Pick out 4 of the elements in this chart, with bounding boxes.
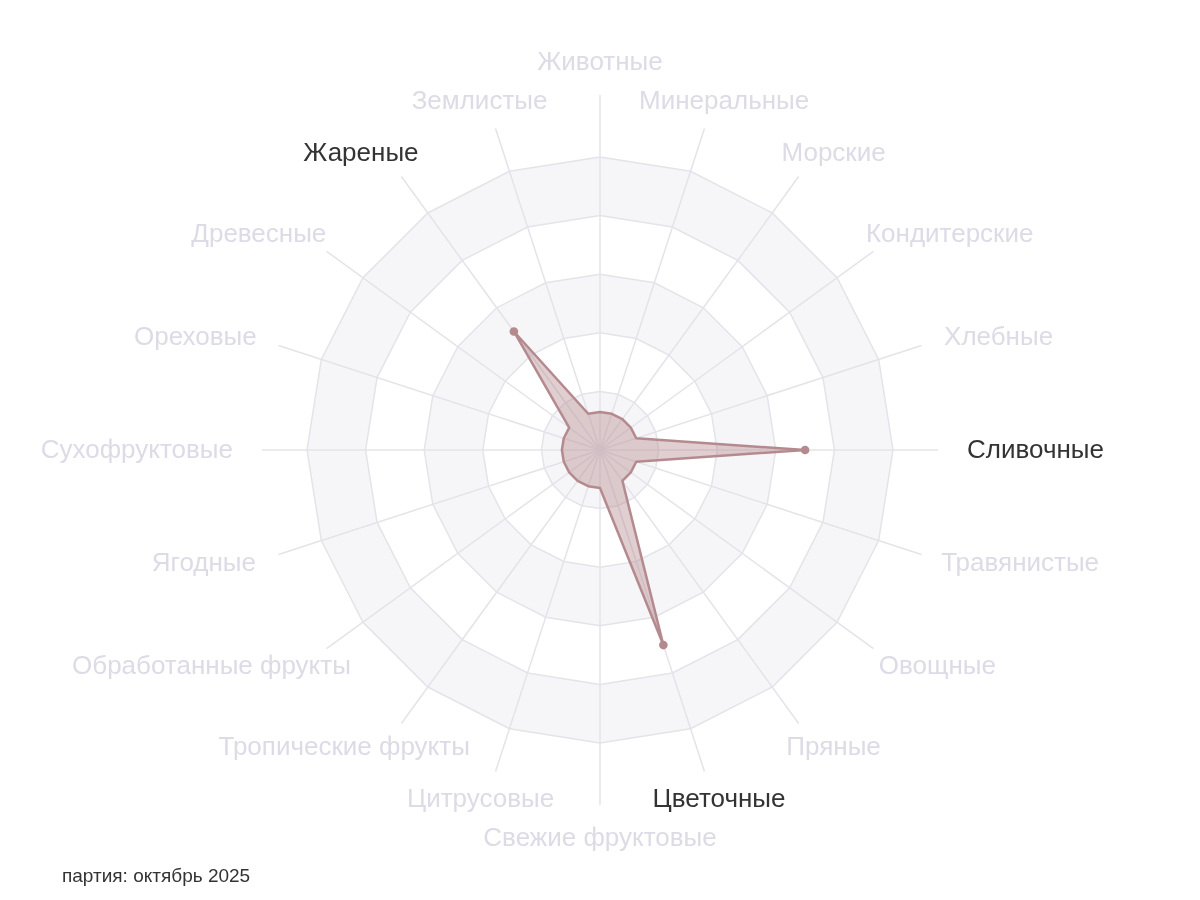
- spoke-label: Жареные: [303, 137, 419, 168]
- spoke-label: Цветочные: [652, 783, 786, 814]
- text: партия: октябрь 2025: [62, 865, 251, 886]
- spoke-label: Сливочные: [967, 434, 1104, 464]
